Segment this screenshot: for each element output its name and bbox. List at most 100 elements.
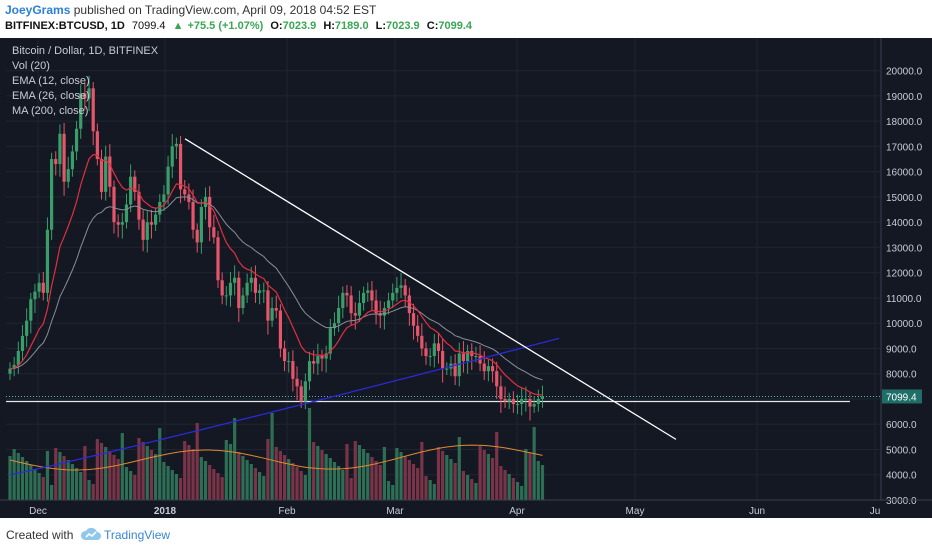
volume-bar xyxy=(258,472,262,500)
volume-bar xyxy=(116,459,120,500)
candle-body xyxy=(345,292,349,296)
legend-ema12[interactable]: EMA (12, close) xyxy=(12,75,90,87)
volume-bar xyxy=(445,455,449,500)
price-chart-svg[interactable]: 20000.0 19000.0 18000.0 17000.0 16000.0 15000… xyxy=(0,38,932,518)
candle-body xyxy=(316,356,320,364)
volume-bar xyxy=(45,451,50,500)
volume-bar xyxy=(29,465,33,500)
change-value: +75.5 (+1.07%) xyxy=(187,20,264,32)
candle-body xyxy=(58,133,62,165)
volume-bar xyxy=(291,463,295,500)
candle-body xyxy=(403,285,407,296)
candle-body xyxy=(224,295,228,297)
candle-body xyxy=(370,290,374,301)
volume-bar xyxy=(353,441,357,500)
candle-body xyxy=(83,93,87,99)
header-bar: JoeyGrams published on TradingView.com, … xyxy=(0,0,932,38)
candle-body xyxy=(129,176,133,205)
open-label: O: xyxy=(270,20,283,32)
volume-bar xyxy=(378,465,382,500)
y-tick-label: 6000.0 xyxy=(886,420,917,431)
x-tick-label: Mar xyxy=(386,506,404,517)
candle-body xyxy=(312,361,316,364)
volume-bar xyxy=(324,454,328,500)
legend-vol[interactable]: Vol (20) xyxy=(12,60,50,72)
candle-body xyxy=(391,292,395,301)
volume-bar xyxy=(507,474,511,500)
candle-body xyxy=(241,295,245,309)
volume-bar xyxy=(133,475,137,500)
candle-body xyxy=(382,308,386,316)
volume-bar xyxy=(91,484,95,500)
candle-body xyxy=(116,222,120,225)
candle-body xyxy=(411,313,416,326)
footer-bar: Created with TradingView xyxy=(0,518,932,550)
candle-body xyxy=(158,201,162,215)
author-link[interactable]: JoeyGrams xyxy=(5,3,71,17)
volume-bar xyxy=(178,478,183,500)
volume-bar xyxy=(424,476,428,500)
created-with-text: Created with xyxy=(6,528,74,542)
tradingview-brand-link[interactable]: TradingView xyxy=(104,528,171,542)
volume-bar xyxy=(266,439,270,500)
x-tick-label: May xyxy=(626,506,645,517)
candle-body xyxy=(104,156,108,192)
candle-body xyxy=(245,282,249,296)
volume-bar xyxy=(154,454,158,500)
candle-body xyxy=(357,302,362,316)
volume-bar xyxy=(453,463,457,500)
ema12-line xyxy=(9,153,543,396)
volume-bar xyxy=(307,408,312,500)
volume-bar xyxy=(436,447,441,500)
volume-bar xyxy=(224,440,228,500)
volume-bar xyxy=(449,459,453,500)
candle-body xyxy=(233,277,237,283)
volume-bar xyxy=(83,446,87,500)
y-tick-label: 18000.0 xyxy=(886,117,923,128)
candle-body xyxy=(228,282,233,296)
x-tick-label: 2018 xyxy=(154,506,177,517)
candle-body xyxy=(536,398,540,405)
x-tick-label: Dec xyxy=(29,506,47,517)
volume-bar xyxy=(540,465,545,500)
candle-body xyxy=(453,363,457,377)
volume-bar xyxy=(345,444,349,500)
volume-bar xyxy=(87,480,91,500)
candle-body xyxy=(307,361,312,382)
candle-body xyxy=(174,143,178,147)
volume-bar xyxy=(461,471,466,500)
candle-body xyxy=(287,361,291,363)
volume-bar xyxy=(228,444,233,500)
volume-bar xyxy=(137,438,141,500)
volume-bar xyxy=(299,471,303,500)
legend-ma200[interactable]: MA (200, close) xyxy=(12,105,89,117)
volume-bar xyxy=(166,466,170,500)
legend-ema26[interactable]: EMA (26, close) xyxy=(12,90,90,102)
candle-body xyxy=(212,227,216,238)
volume-bar xyxy=(499,466,503,500)
y-tick-label: 5000.0 xyxy=(886,445,917,456)
volume-bar xyxy=(357,445,362,500)
candle-body xyxy=(349,295,353,314)
candle-body xyxy=(353,313,357,316)
candle-body xyxy=(328,328,332,354)
y-tick-label: 13000.0 xyxy=(886,243,923,254)
candle-body xyxy=(332,323,337,329)
volume-bar xyxy=(70,464,74,500)
candle-body xyxy=(70,151,74,170)
volume-bar xyxy=(262,476,266,500)
candle-body xyxy=(490,366,495,372)
high-value: 7189.0 xyxy=(334,20,369,32)
volume-bar xyxy=(503,470,507,500)
candle-body xyxy=(12,364,16,369)
volume-bar xyxy=(287,459,291,500)
chart-area[interactable]: 20000.0 19000.0 18000.0 17000.0 16000.0 15000… xyxy=(0,38,932,518)
volume-bar xyxy=(428,480,432,500)
y-tick-label: 3000.0 xyxy=(886,496,917,507)
volume-average-line xyxy=(9,444,543,471)
candle-body xyxy=(79,93,83,129)
candle-body xyxy=(278,310,282,349)
volume-bar xyxy=(199,457,203,500)
volume-bar xyxy=(536,461,540,500)
open-value: 7023.9 xyxy=(282,20,317,32)
